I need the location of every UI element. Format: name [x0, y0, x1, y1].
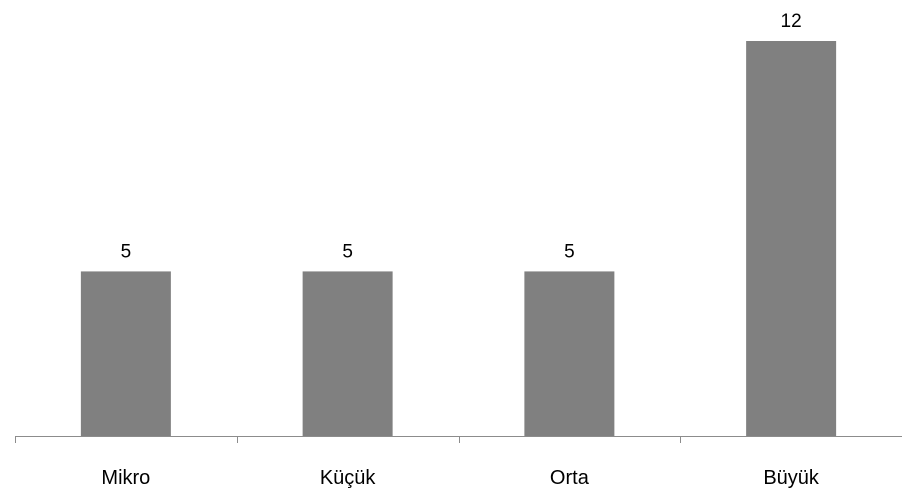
data-label-mikro: 5: [121, 241, 132, 262]
data-labels-layer: 5 5 5 12: [121, 11, 802, 262]
bar-orta: [524, 271, 615, 436]
data-label-küçük: 5: [342, 241, 353, 262]
bar-mikro: [80, 271, 171, 436]
data-label-büyük: 12: [781, 11, 802, 32]
x-tick-label-küçük: Küçük: [320, 467, 377, 489]
bar-küçük: [302, 271, 393, 436]
bars-layer: [80, 41, 837, 436]
bar-büyük: [746, 41, 837, 436]
x-tick-label-orta: Orta: [550, 467, 590, 489]
x-axis: [15, 436, 902, 443]
x-tick-label-mikro: Mikro: [101, 467, 150, 489]
x-tick-label-büyük: Büyük: [763, 467, 820, 489]
data-label-orta: 5: [564, 241, 575, 262]
x-tick-labels-layer: Mikro Küçük Orta Büyük: [101, 467, 819, 489]
